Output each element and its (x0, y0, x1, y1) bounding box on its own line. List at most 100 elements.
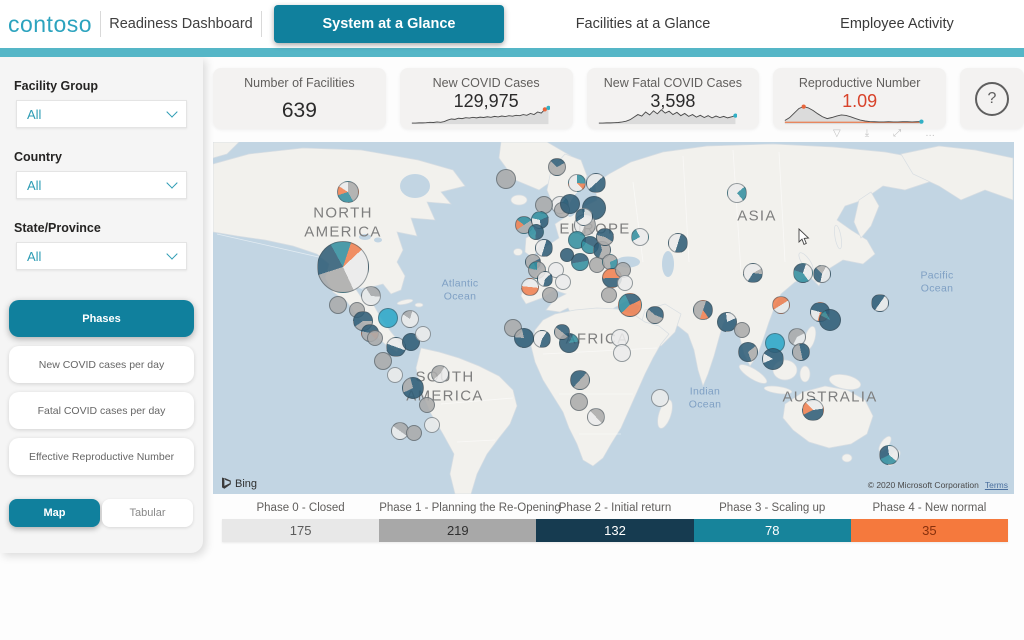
map-pie-marker[interactable] (813, 265, 831, 283)
map-pie-marker[interactable] (613, 344, 631, 362)
map-pie-marker[interactable] (548, 158, 566, 176)
kpi-card-number-of-facilities: Number of Facilities 639 (213, 68, 386, 129)
map-pie-marker[interactable] (401, 310, 419, 328)
map-pie-marker[interactable] (374, 352, 392, 370)
map-pie-marker[interactable] (367, 330, 383, 346)
kpi-title: Reproductive Number (798, 76, 921, 90)
map-pie-marker[interactable] (879, 445, 899, 465)
map-pie-marker[interactable] (693, 300, 713, 320)
report-title: Readiness Dashboard (109, 16, 253, 32)
map-pie-marker[interactable] (646, 306, 664, 324)
focus-mode-icon[interactable]: ⤢ (893, 128, 902, 139)
terms-link[interactable]: Terms (984, 480, 1008, 490)
metric-button-new-covid-cases-per-day[interactable]: New COVID cases per day (9, 346, 194, 383)
tab-employee-activity[interactable]: Employee Activity (840, 16, 954, 32)
map-pie-marker[interactable] (337, 181, 359, 203)
map-pie-marker[interactable] (587, 408, 605, 426)
phase-label-2: Phase 2 - Initial return (558, 502, 672, 514)
tab-system-at-a-glance[interactable]: System at a Glance (274, 5, 504, 43)
map-pie-marker[interactable] (601, 287, 617, 303)
map-pie-marker[interactable] (762, 348, 784, 370)
map-pie-marker[interactable] (554, 324, 570, 340)
map-pie-marker[interactable] (717, 312, 737, 332)
map-pie-marker[interactable] (535, 239, 553, 257)
map-pie-marker[interactable] (514, 328, 534, 348)
map-pie-marker[interactable] (317, 241, 369, 293)
map-pie-marker[interactable] (631, 228, 649, 246)
phase-legend-bar: 175 219 132 78 35 (222, 519, 1009, 542)
map-pie-marker[interactable] (734, 322, 750, 338)
map-pie-marker[interactable] (617, 275, 633, 291)
header-divider (100, 11, 101, 37)
filter-dropdown-facility-group[interactable]: All (16, 100, 187, 128)
phase-segment-0[interactable]: 175 (222, 519, 380, 542)
copyright-text: © 2020 Microsoft Corporation (867, 480, 979, 490)
kpi-title: Number of Facilities (244, 76, 355, 90)
map-pie-marker[interactable] (496, 169, 516, 189)
map-pie-marker[interactable] (568, 174, 586, 192)
map-pie-marker[interactable] (743, 263, 763, 283)
map-pie-marker[interactable] (329, 296, 347, 314)
bing-logo[interactable]: Bing (221, 477, 257, 490)
phase-label-4: Phase 4 - New normal (872, 502, 987, 514)
map-pie-marker[interactable] (560, 194, 580, 214)
phase-segment-4[interactable]: 35 (850, 519, 1009, 542)
metric-button-effective-reproductive-number[interactable]: Effective Reproductive Number (9, 438, 194, 475)
drill-down-icon[interactable]: ⤓ (864, 128, 870, 139)
phase-legend: Phase 0 - Closed Phase 1 - Planning the R… (222, 502, 1009, 542)
map-pie-marker[interactable] (528, 224, 544, 240)
map-pie-marker[interactable] (575, 208, 593, 226)
sparkline-chart (411, 105, 551, 125)
map-pie-marker[interactable] (424, 417, 440, 433)
phase-segment-2[interactable]: 132 (536, 519, 694, 542)
map-pie-marker[interactable] (406, 425, 422, 441)
map-pie-marker[interactable] (792, 343, 810, 361)
metric-button-fatal-covid-cases-per-day[interactable]: Fatal COVID cases per day (9, 392, 194, 429)
chevron-down-icon (166, 248, 178, 260)
kpi-value: 129,975 (453, 91, 519, 111)
tab-facilities-at-a-glance[interactable]: Facilities at a Glance (575, 16, 711, 32)
map-pie-marker[interactable] (415, 326, 431, 342)
map-pie-marker[interactable] (571, 253, 589, 271)
map-pie-marker[interactable] (533, 330, 551, 348)
map-pie-marker[interactable] (793, 263, 813, 283)
filter-icon[interactable]: ▽ (833, 128, 841, 139)
map-pie-marker[interactable] (802, 399, 824, 421)
map-pie-marker[interactable] (651, 389, 669, 407)
map-pie-marker[interactable] (555, 274, 571, 290)
map-pie-marker[interactable] (570, 393, 588, 411)
map-pie-marker[interactable] (727, 183, 747, 203)
filter-dropdown-state-province[interactable]: All (16, 242, 187, 270)
map-pie-marker[interactable] (596, 228, 614, 246)
map-pie-marker[interactable] (521, 278, 539, 296)
map-pie-marker[interactable] (871, 294, 889, 312)
kpi-card-row: Number of Facilities 639 New COVID Cases 12… (213, 68, 1024, 129)
phase-segment-1[interactable]: 219 (379, 519, 537, 542)
map-pie-marker[interactable] (537, 271, 553, 287)
more-options-icon[interactable]: … (925, 128, 936, 139)
map-pie-marker[interactable] (431, 365, 449, 383)
map-pie-marker[interactable] (542, 287, 558, 303)
map-pie-marker[interactable] (419, 397, 435, 413)
phase-segment-3[interactable]: 78 (693, 519, 851, 542)
map-pie-marker[interactable] (668, 233, 688, 253)
help-button[interactable]: ? (960, 68, 1024, 129)
view-toggle-tabular[interactable]: Tabular (102, 499, 193, 527)
sparkline-chart (598, 109, 737, 125)
view-toggle: Map Tabular (9, 499, 193, 527)
metric-button-phases[interactable]: Phases (9, 300, 194, 337)
map-pie-marker[interactable] (387, 367, 403, 383)
filter-dropdown-country[interactable]: All (16, 171, 187, 199)
view-toggle-map[interactable]: Map (9, 499, 100, 527)
map-pie-marker[interactable] (819, 309, 841, 331)
map-pie-marker[interactable] (738, 342, 758, 362)
map-pie-marker[interactable] (378, 308, 398, 328)
world-map[interactable]: NORTH AMERICAEUROPEASIAAFRICASOUTH AMERI… (213, 142, 1014, 494)
map-pie-marker[interactable] (402, 377, 424, 399)
map-pie-marker[interactable] (586, 173, 606, 193)
filter-label-state-province: State/Province (14, 221, 101, 235)
map-pie-marker[interactable] (570, 370, 590, 390)
map-pie-marker[interactable] (618, 293, 642, 317)
map-pie-marker[interactable] (361, 286, 381, 306)
map-pie-marker[interactable] (772, 296, 790, 314)
